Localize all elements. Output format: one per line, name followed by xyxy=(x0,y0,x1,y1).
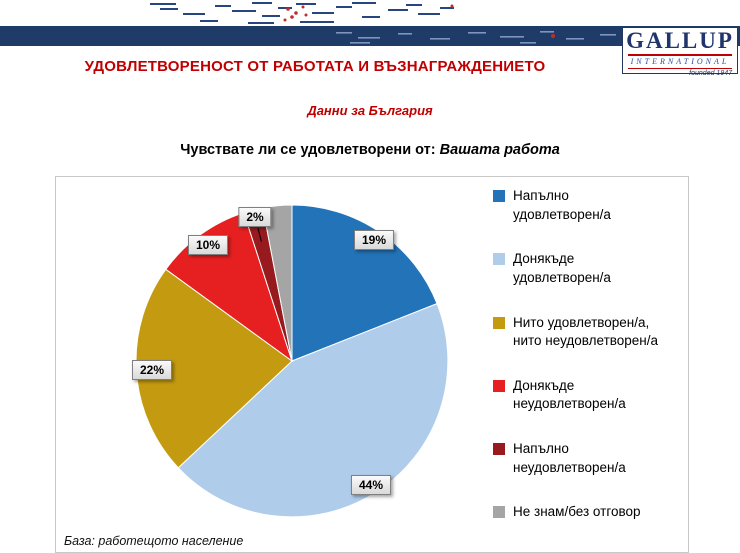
chart-question-emphasis: Вашата работа xyxy=(439,142,560,158)
pie-data-label-1: 44% xyxy=(350,475,392,495)
pie-data-label-0: 19% xyxy=(353,230,395,250)
pie-svg xyxy=(135,204,449,518)
world-map-graphic xyxy=(0,2,740,46)
chart-question: Чувствате ли се удовлетворени от: Вашата… xyxy=(0,142,740,158)
legend-label: Напълно удовлетворен/а xyxy=(513,188,611,222)
world-map-banner: GALLUP INTERNATIONAL founded 1947 xyxy=(0,0,740,77)
logo-subname: INTERNATIONAL xyxy=(630,57,730,66)
legend-item-0: Напълно удовлетворен/а xyxy=(493,187,683,224)
legend-item-1: Донякъде удовлетворен/а xyxy=(493,250,683,287)
chart-area: 19% 44% 22% 10% 2% Напълно удовлетворен/а Дон… xyxy=(55,176,689,553)
pie-chart: 19% 44% 22% 10% 2% xyxy=(127,196,457,526)
pie-data-label-2: 22% xyxy=(131,360,173,380)
legend-label: Донякъде удовлетворен/а xyxy=(513,251,611,285)
legend-item-4: Напълно неудовлетворен/а xyxy=(493,440,683,477)
logo-name: GALLUP xyxy=(626,28,734,53)
legend-color-chip xyxy=(493,379,505,392)
legend-color-chip xyxy=(493,253,505,266)
gallup-logo: GALLUP INTERNATIONAL founded 1947 xyxy=(622,27,738,77)
legend-color-chip xyxy=(493,190,505,202)
legend-item-5: Не знам/без отговор xyxy=(493,503,683,522)
legend-color-chip xyxy=(493,443,505,455)
logo-rule xyxy=(628,54,732,56)
chart-legend: Напълно удовлетворен/а Донякъде удовлетво… xyxy=(493,187,683,522)
page-subtitle: Данни за България xyxy=(307,103,433,118)
logo-tagline: founded 1947 xyxy=(689,70,732,77)
chart-footnote: База: работещото население xyxy=(64,534,244,548)
legend-color-chip xyxy=(493,506,505,519)
pie-data-label-3: 10% xyxy=(187,235,229,255)
legend-label: Донякъде неудовлетворен/а xyxy=(513,377,626,412)
legend-item-2: Нито удовлетворен/а, нито неудовлетворен… xyxy=(493,314,683,351)
legend-item-3: Донякъде неудовлетворен/а xyxy=(493,377,683,414)
legend-label: Напълно неудовлетворен/а xyxy=(513,441,626,475)
pie-data-label-4: 2% xyxy=(238,207,272,227)
chart-question-prefix: Чувствате ли се удовлетворени от: xyxy=(180,142,440,158)
legend-label: Нито удовлетворен/а, нито неудовлетворен… xyxy=(513,314,659,349)
page-title: УДОВЛЕТВОРЕНОСТ ОТ РАБОТАТА И ВЪЗНАГРАЖД… xyxy=(84,58,546,75)
legend-label: Не знам/без отговор xyxy=(513,504,641,520)
legend-color-chip xyxy=(493,316,505,329)
pie-leader-line xyxy=(257,227,262,242)
logo-rule-thin xyxy=(628,68,732,69)
